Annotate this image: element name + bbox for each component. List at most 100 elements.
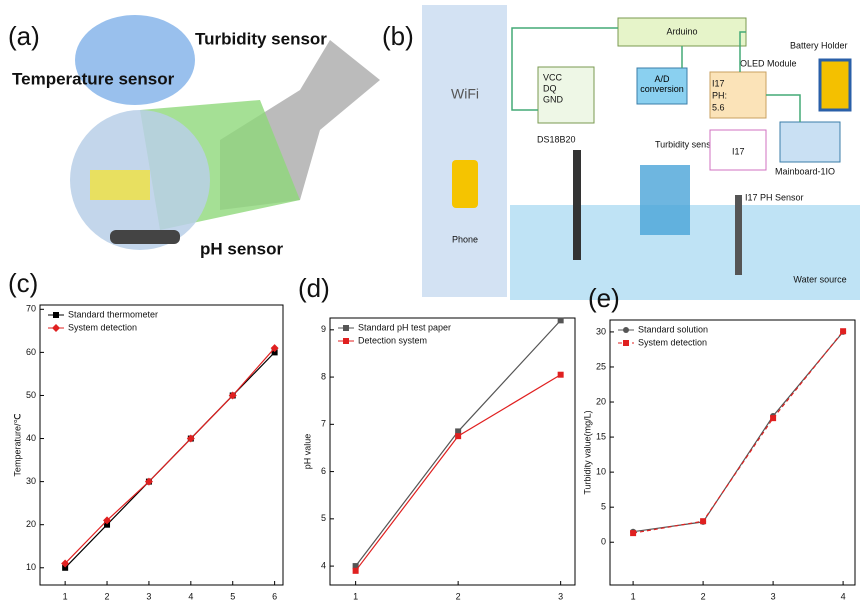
pin: GND bbox=[543, 94, 564, 104]
y-tick-label: 7 bbox=[321, 419, 326, 429]
x-tick-label: 2 bbox=[701, 591, 706, 601]
turbidity-label: Turbidity sensing bbox=[655, 139, 723, 149]
x-tick-label: 1 bbox=[353, 591, 358, 601]
legend-label: System detection bbox=[68, 322, 137, 332]
x-tick-label: 1 bbox=[631, 591, 636, 601]
legend-label: Standard thermometer bbox=[68, 309, 158, 319]
wifi: WiFi bbox=[451, 86, 479, 102]
panel-b: (b) WiFi Phone Water source Arduino A/D … bbox=[382, 5, 860, 300]
oled-label: OLED Module bbox=[740, 58, 797, 68]
series-line bbox=[633, 331, 844, 533]
marker bbox=[343, 325, 349, 331]
x-tick-label: 4 bbox=[188, 591, 193, 601]
ds-label: DS18B20 bbox=[537, 134, 576, 144]
phone-icon bbox=[452, 160, 478, 208]
plot-frame bbox=[39, 304, 284, 586]
x-tick-label: 4 bbox=[841, 591, 846, 601]
phone-label: Phone bbox=[452, 234, 478, 244]
ad-block bbox=[636, 67, 688, 105]
turbidity-housing bbox=[75, 15, 195, 105]
marker bbox=[53, 312, 59, 318]
ph-probe bbox=[735, 195, 742, 275]
marker bbox=[343, 338, 349, 344]
marker bbox=[770, 415, 777, 422]
x-tick-label: 5 bbox=[230, 591, 235, 601]
legend-label: System detection bbox=[638, 337, 707, 347]
pin: VCC bbox=[543, 72, 563, 82]
marker bbox=[52, 324, 60, 332]
phone-panel bbox=[422, 5, 507, 297]
y-axis-label: Turbidity value(mg/L) bbox=[582, 410, 592, 494]
y-tick-label: 70 bbox=[26, 304, 36, 314]
i17-label: I17 bbox=[732, 146, 745, 156]
arduino bbox=[617, 17, 747, 47]
y-axis-label: pH value bbox=[302, 434, 312, 470]
y-tick-label: 30 bbox=[596, 326, 606, 336]
ph-sensor-label: I17 PH Sensor bbox=[745, 192, 804, 202]
legend-label: Standard solution bbox=[638, 324, 708, 334]
y-axis-label: Temperature/℃ bbox=[12, 413, 22, 476]
y-tick-label: 10 bbox=[26, 562, 36, 572]
annotation: Temperature sensor bbox=[12, 69, 175, 88]
x-tick-label: 1 bbox=[63, 591, 68, 601]
i17-board bbox=[709, 129, 767, 171]
marker bbox=[103, 516, 112, 525]
marker bbox=[630, 530, 637, 537]
marker bbox=[186, 434, 195, 443]
battery bbox=[818, 58, 852, 112]
y-tick-label: 25 bbox=[596, 361, 606, 371]
y-tick-label: 60 bbox=[26, 347, 36, 357]
y-tick-label: 10 bbox=[596, 467, 606, 477]
legend-label: Standard pH test paper bbox=[358, 322, 451, 332]
annotation: pH sensor bbox=[200, 239, 284, 258]
x-tick-label: 2 bbox=[105, 591, 110, 601]
oled-text: 5.6 bbox=[712, 102, 725, 112]
y-tick-label: 8 bbox=[321, 371, 326, 381]
y-tick-label: 20 bbox=[596, 396, 606, 406]
y-tick-label: 30 bbox=[26, 476, 36, 486]
y-tick-label: 50 bbox=[26, 390, 36, 400]
x-tick-label: 3 bbox=[146, 591, 151, 601]
y-tick-label: 5 bbox=[321, 513, 326, 523]
panel-label: (a) bbox=[8, 21, 40, 51]
plot-frame bbox=[329, 317, 576, 586]
water-label: Water source bbox=[793, 274, 846, 284]
marker bbox=[557, 371, 564, 378]
mainboard bbox=[779, 121, 841, 163]
oled bbox=[709, 71, 767, 119]
panel-a: (a) Turbidity sensor Temperature sensor … bbox=[8, 15, 380, 258]
temp-probe bbox=[573, 150, 581, 260]
x-tick-label: 2 bbox=[456, 591, 461, 601]
marker bbox=[557, 317, 564, 324]
marker bbox=[270, 344, 279, 353]
marker bbox=[840, 328, 847, 335]
y-tick-label: 40 bbox=[26, 433, 36, 443]
marker bbox=[352, 567, 359, 574]
ad-label: A/D conversion bbox=[640, 74, 684, 94]
series-line bbox=[355, 374, 561, 572]
y-tick-label: 20 bbox=[26, 519, 36, 529]
panel-label: (d) bbox=[298, 273, 330, 303]
y-tick-label: 9 bbox=[321, 324, 326, 334]
series-line bbox=[632, 330, 844, 534]
marker bbox=[455, 433, 462, 440]
y-tick-label: 0 bbox=[601, 537, 606, 547]
marker bbox=[623, 327, 629, 333]
arduino-label: Arduino bbox=[666, 26, 697, 36]
marker bbox=[228, 391, 237, 400]
marker bbox=[700, 518, 707, 525]
marker bbox=[271, 349, 278, 356]
marker bbox=[62, 564, 69, 571]
marker bbox=[352, 563, 359, 570]
plot-frame bbox=[609, 319, 856, 586]
x-tick-label: 3 bbox=[558, 591, 563, 601]
wires bbox=[511, 27, 801, 122]
series-line bbox=[64, 347, 276, 564]
y-tick-label: 5 bbox=[601, 502, 606, 512]
oled-text: PH: bbox=[712, 90, 727, 100]
motor bbox=[90, 170, 150, 200]
legend-label: Detection system bbox=[358, 335, 427, 345]
marker bbox=[144, 477, 153, 486]
panel-label: (c) bbox=[8, 268, 38, 298]
mainboard-label: Mainboard-1IO bbox=[775, 166, 835, 176]
